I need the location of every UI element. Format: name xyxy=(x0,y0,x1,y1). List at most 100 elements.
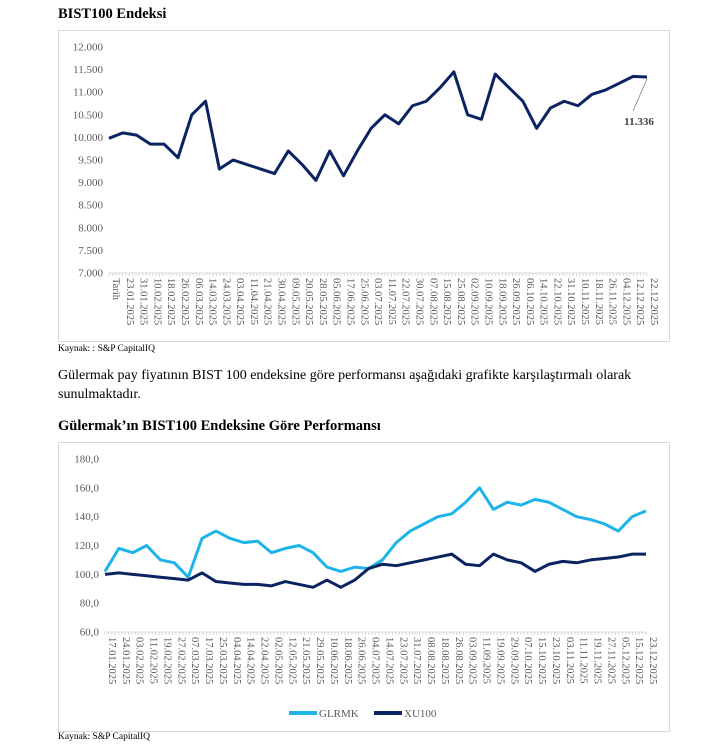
x-tick-label: 14.03.2025 xyxy=(207,278,218,325)
x-tick-label: 31.07.2025 xyxy=(411,637,422,684)
x-tick-label: 22.12.2025 xyxy=(648,278,659,325)
x-tick-label: 07.08.2025 xyxy=(427,278,438,325)
x-tick-label: 12.12.2025 xyxy=(634,278,645,325)
y-tick-label: 7.000 xyxy=(78,268,103,280)
y-tick-label: 8.000 xyxy=(78,222,103,234)
x-tick-label: 18.02.2025 xyxy=(165,278,176,325)
y-tick-label: 60,0 xyxy=(80,627,100,639)
x-tick-label: 25.08.2025 xyxy=(455,278,466,325)
x-tick-label: 06.10.2025 xyxy=(524,278,535,325)
x-tick-label: 18.06.2025 xyxy=(342,637,353,684)
x-tick-label: 22.04.2025 xyxy=(259,637,270,684)
x-tick-label: 27.11.2025 xyxy=(605,637,616,684)
x-tick-label: 05.06.2025 xyxy=(331,278,342,325)
x-tick-label: 19.09.2025 xyxy=(494,637,505,684)
y-tick-label: 140,0 xyxy=(74,511,99,523)
legend-label-glrmk: GLRMK xyxy=(319,708,359,720)
x-tick-label: 23.07.2025 xyxy=(397,637,408,684)
x-tick-label: 19.02.2025 xyxy=(161,637,172,684)
x-tick-label: 29.05.2025 xyxy=(314,637,325,684)
y-tick-label: 120,0 xyxy=(74,540,99,552)
x-tick-label: 10.11.2025 xyxy=(579,278,590,325)
x-tick-label: 18.08.2025 xyxy=(439,637,450,684)
x-tick-label: 05.12.2025 xyxy=(619,637,630,684)
chart1-source: Kaynak: : S&P CapitalIQ xyxy=(58,344,156,354)
x-tick-label: 20.05.2025 xyxy=(303,278,314,325)
y-tick-label: 8.500 xyxy=(78,200,103,212)
x-tick-label: 10.02.2025 xyxy=(151,278,162,325)
series-line-glrmk xyxy=(103,486,647,579)
y-tick-label: 80,0 xyxy=(80,598,100,610)
x-tick-label: 15.12.2025 xyxy=(633,637,644,684)
y-tick-label: 11.500 xyxy=(73,64,103,76)
x-tick-label: 24.03.2025 xyxy=(220,278,231,325)
x-tick-label: 26.11.2025 xyxy=(607,278,618,325)
x-tick-label: 02.09.2025 xyxy=(469,278,480,325)
x-tick-label: 25.03.2025 xyxy=(217,637,228,684)
x-tick-label: 03.04.2025 xyxy=(234,278,245,325)
chart1-frame: 7.000 7.500 8.000 8.500 9.000 9.500 10.000 10.5… xyxy=(58,30,670,342)
x-tick-label: 21.05.2025 xyxy=(300,637,311,684)
x-tick-label: 30.07.2025 xyxy=(413,278,424,325)
x-tick-label: 04.12.2025 xyxy=(620,278,631,325)
x-tick-label: Tarih xyxy=(110,278,121,301)
x-tick-label: 27.02.2025 xyxy=(175,637,186,684)
annotation-label: 11.336 xyxy=(624,116,654,128)
paragraph: Gülermak pay fiyatının BIST 100 endeksin… xyxy=(58,368,632,402)
x-tick-label: 03.02.2025 xyxy=(134,637,145,684)
y-tick-label: 100,0 xyxy=(74,569,99,581)
x-tick-label: 23.10.2025 xyxy=(550,637,561,684)
x-tick-label: 18.09.2025 xyxy=(496,278,507,325)
x-tick-label: 23.01.2025 xyxy=(124,278,135,325)
y-tick-label: 7.500 xyxy=(78,245,103,257)
x-tick-label: 06.03.2025 xyxy=(193,278,204,325)
x-tick-label: 03.11.2025 xyxy=(564,637,575,684)
x-tick-label: 31.10.2025 xyxy=(565,278,576,325)
x-tick-label: 26.09.2025 xyxy=(510,278,521,325)
x-tick-label: 08.08.2025 xyxy=(425,637,436,684)
x-tick-label: 11.11.2025 xyxy=(578,637,589,683)
x-tick-label: 12.05.2025 xyxy=(286,637,297,684)
x-tick-label: 14.07.2025 xyxy=(383,637,394,684)
x-tick-label: 24.01.2025 xyxy=(120,637,131,684)
x-tick-label: 30.04.2025 xyxy=(276,278,287,325)
y-tick-label: 9.000 xyxy=(78,177,103,189)
chart2-source: Kaynak: S&P CapitalIQ xyxy=(58,732,150,742)
x-tick-label: 15.08.2025 xyxy=(441,278,452,325)
chart2-title: Gülermak’ın BIST100 Endeksine Göre Perfo… xyxy=(58,418,381,434)
y-tick-label: 9.500 xyxy=(78,155,103,167)
x-tick-label: 26.06.2025 xyxy=(356,637,367,684)
x-tick-label: 31.01.2025 xyxy=(138,278,149,325)
x-tick-label: 02.05.2025 xyxy=(272,637,283,684)
chart1-title: BIST100 Endeksi xyxy=(58,6,167,22)
x-tick-label: 14.04.2025 xyxy=(245,637,256,684)
x-tick-label: 11.09.2025 xyxy=(481,637,492,684)
x-tick-label: 04.07.2025 xyxy=(370,637,381,684)
x-tick-label: 03.09.2025 xyxy=(467,637,478,684)
y-tick-label: 160,0 xyxy=(74,482,99,494)
x-tick-label: 03.07.2025 xyxy=(372,278,383,325)
y-tick-label: 10.000 xyxy=(73,132,104,144)
y-tick-label: 180,0 xyxy=(74,454,99,466)
x-tick-label: 28.05.2025 xyxy=(317,278,328,325)
x-tick-label: 22.07.2025 xyxy=(400,278,411,325)
x-tick-label: 04.04.2025 xyxy=(231,637,242,684)
bist100-chart: 7.000 7.500 8.000 8.500 9.000 9.500 10.000 10.5… xyxy=(73,42,659,326)
x-tick-label: 18.11.2025 xyxy=(593,278,604,325)
x-tick-label: 15.10.2025 xyxy=(536,637,547,684)
x-tick-label: 25.06.2025 xyxy=(358,278,369,325)
x-tick-label: 11.02.2025 xyxy=(148,637,159,684)
x-tick-label: 17.06.2025 xyxy=(345,278,356,325)
chart2-frame: 60,0 80,0 100,0 120,0 140,0 160,0 180,0 17.01.2… xyxy=(58,442,670,732)
annotation-leader xyxy=(632,78,648,112)
x-tick-label: 10.06.2025 xyxy=(328,637,339,684)
x-tick-label: 07.10.2025 xyxy=(522,637,533,684)
x-tick-label: 11.07.2025 xyxy=(386,278,397,325)
x-tick-label: 19.11.2025 xyxy=(592,637,603,684)
x-tick-label: 10.09.2025 xyxy=(482,278,493,325)
x-tick-label: 17.01.2025 xyxy=(106,637,117,684)
x-tick-label: 11.04.2025 xyxy=(248,278,259,325)
y-tick-label: 10.500 xyxy=(73,109,104,121)
performance-chart: 60,0 80,0 100,0 120,0 140,0 160,0 180,0 17.01.2… xyxy=(74,454,658,721)
x-tick-label: 26.08.2025 xyxy=(453,637,464,684)
